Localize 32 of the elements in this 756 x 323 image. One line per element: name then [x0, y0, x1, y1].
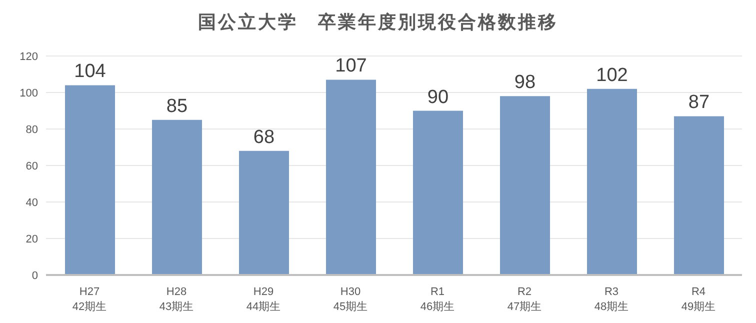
data-label: 68 — [253, 126, 275, 148]
x-tick-label: R3 48期生 — [594, 286, 629, 313]
bar — [239, 150, 289, 275]
y-tick-label: 0 — [32, 270, 38, 282]
x-tick-label: R2 47期生 — [507, 286, 542, 313]
data-label: 87 — [688, 92, 710, 114]
data-label: 104 — [74, 61, 106, 82]
data-label: 102 — [596, 64, 628, 86]
bar — [413, 110, 463, 275]
bar — [326, 80, 376, 275]
data-label: 90 — [427, 86, 449, 108]
bar — [65, 85, 115, 275]
bar — [152, 120, 202, 275]
bar — [674, 116, 724, 275]
y-tick-label: 20 — [26, 233, 38, 246]
x-tick-label: H27 42期生 — [72, 286, 107, 313]
bar — [587, 88, 637, 275]
x-tick-label: H30 45期生 — [333, 286, 368, 313]
bar — [500, 96, 550, 275]
x-tick-label: R1 46期生 — [420, 286, 455, 313]
x-tick-label: H29 44期生 — [246, 286, 281, 313]
y-tick-label: 60 — [26, 160, 38, 172]
y-tick-label: 100 — [20, 87, 38, 100]
x-tick-label: H28 43期生 — [159, 286, 194, 313]
data-label: 107 — [335, 56, 367, 77]
chart-title: 国公立大学 卒業年度別現役合格数推移 — [197, 11, 559, 34]
data-label: 85 — [166, 96, 188, 117]
data-label: 98 — [514, 72, 536, 94]
y-tick-label: 80 — [26, 124, 38, 136]
x-tick-label: R4 49期生 — [681, 286, 716, 313]
y-tick-label: 40 — [26, 196, 38, 209]
y-tick-label: 120 — [20, 50, 38, 63]
